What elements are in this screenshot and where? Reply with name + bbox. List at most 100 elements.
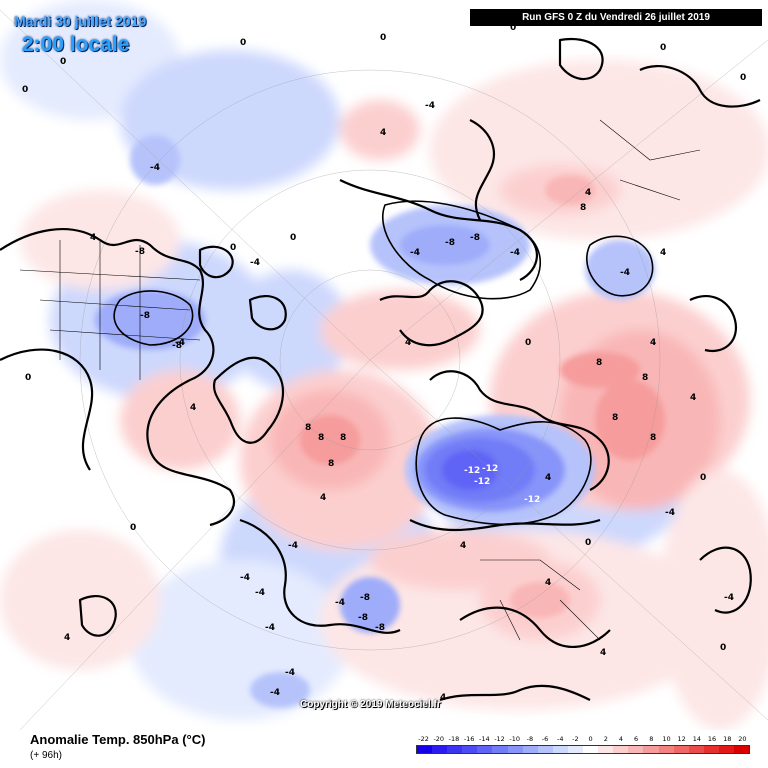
contour-label: -4 bbox=[410, 248, 420, 258]
contour-label: -4 bbox=[724, 593, 734, 603]
contour-label: -4 bbox=[240, 573, 250, 583]
color-scale-swatch bbox=[492, 746, 508, 753]
contour-label: 8 bbox=[596, 358, 602, 368]
color-scale-swatch bbox=[643, 746, 659, 753]
contour-label: -8 bbox=[470, 233, 480, 243]
contour-label: -8 bbox=[140, 311, 150, 321]
contour-label: 0 bbox=[740, 73, 746, 83]
anomaly-cores bbox=[95, 135, 665, 708]
map-footer: Anomalie Temp. 850hPa (°C) (+ 96h) -22 -2… bbox=[0, 730, 768, 768]
color-scale-tick: 16 bbox=[707, 735, 717, 743]
contour-label: 4 bbox=[460, 541, 466, 551]
contour-label: 4 bbox=[690, 393, 696, 403]
color-scale-swatch bbox=[447, 746, 463, 753]
contour-label: -8 bbox=[375, 623, 385, 633]
color-scale-swatch bbox=[703, 746, 719, 753]
contour-label: 0 bbox=[380, 33, 386, 43]
color-scale-tick: 0 bbox=[588, 735, 593, 743]
color-scale-swatch bbox=[507, 746, 523, 753]
coastlines bbox=[0, 37, 761, 702]
color-scale-tick: -14 bbox=[479, 735, 490, 743]
contour-label: 8 bbox=[305, 423, 311, 433]
contour-label: 0 bbox=[290, 233, 296, 243]
contour-label: -4 bbox=[665, 508, 675, 518]
color-scale-tick: 12 bbox=[677, 735, 686, 743]
contour-label: -4 bbox=[270, 688, 280, 698]
color-scale-bar bbox=[416, 745, 750, 754]
contour-label: -4 bbox=[288, 541, 298, 551]
contour-label: 0 bbox=[60, 57, 66, 67]
contour-label: 8 bbox=[328, 459, 334, 469]
contour-label: 0 bbox=[510, 23, 516, 33]
color-scale-swatch bbox=[537, 746, 553, 753]
contour-label: 0 bbox=[130, 523, 136, 533]
contour-label: 0 bbox=[700, 473, 706, 483]
contour-label: 8 bbox=[580, 203, 586, 213]
color-scale-tick: -16 bbox=[463, 735, 475, 743]
color-scale-swatch bbox=[688, 746, 704, 753]
contour-label: 4 bbox=[64, 633, 70, 643]
color-scale-tick: -10 bbox=[509, 735, 520, 743]
color-scale-tick: 8 bbox=[649, 735, 654, 743]
color-scale-tick: 18 bbox=[723, 735, 732, 743]
contour-label: 0 bbox=[240, 38, 246, 48]
color-scale-swatch bbox=[613, 746, 629, 753]
contour-label: -8 bbox=[445, 238, 455, 248]
color-scale-tick: -8 bbox=[526, 735, 534, 743]
contour-label: 8 bbox=[650, 433, 656, 443]
color-scale-swatch bbox=[598, 746, 614, 753]
graticule bbox=[0, 9, 768, 730]
color-scale-tick: 20 bbox=[738, 735, 747, 743]
contour-label: 0 bbox=[660, 43, 666, 53]
contour-label: 0 bbox=[25, 373, 31, 383]
contour-label: 4 bbox=[440, 693, 446, 703]
color-scale-tick: 2 bbox=[603, 735, 608, 743]
contour-label: 8 bbox=[340, 433, 346, 443]
contour-label: -4 bbox=[620, 268, 630, 278]
map-canvas: 0 0 0 0 0 0 0 0 0 0 0 0 0 0 0 0 -4 -4 -4… bbox=[0, 0, 768, 730]
contour-label: -8 bbox=[358, 613, 368, 623]
color-scale-swatch bbox=[462, 746, 478, 753]
contour-label: 4 bbox=[660, 248, 666, 258]
contour-label: -12 bbox=[524, 495, 540, 505]
color-scale-tick: -18 bbox=[448, 735, 460, 743]
contour-label: 4 bbox=[585, 188, 591, 198]
color-scale-tick: -2 bbox=[572, 735, 579, 743]
color-scale-tick: 6 bbox=[634, 735, 639, 743]
contour-label: -4 bbox=[285, 668, 295, 678]
contour-label: 0 bbox=[120, 43, 126, 53]
contour-label: 0 bbox=[230, 243, 236, 253]
contour-label: -4 bbox=[425, 101, 435, 111]
contour-label: -4 bbox=[250, 258, 260, 268]
contour-label: -12 bbox=[482, 464, 498, 474]
contour-label: 8 bbox=[642, 373, 648, 383]
contour-lines bbox=[113, 200, 654, 526]
contour-label: 0 bbox=[22, 85, 28, 95]
color-scale-swatch bbox=[658, 746, 674, 753]
color-scale-swatch bbox=[583, 746, 599, 753]
color-scale-tick: 14 bbox=[692, 735, 701, 743]
model-run-label: Run GFS 0 Z du Vendredi 26 juillet 2019 bbox=[470, 9, 762, 26]
contour-label: 0 bbox=[720, 643, 726, 653]
contour-label: -4 bbox=[510, 248, 520, 258]
lead-time-label: (+ 96h) bbox=[30, 750, 62, 761]
color-scale-swatch bbox=[552, 746, 568, 753]
color-scale-tick: 4 bbox=[618, 735, 624, 743]
color-scale-swatch bbox=[673, 746, 689, 753]
color-scale-swatch bbox=[432, 746, 448, 753]
contour-label: 4 bbox=[320, 493, 326, 503]
color-scale-swatch bbox=[628, 746, 644, 753]
color-scale-tick: -12 bbox=[494, 735, 505, 743]
contour-label: 8 bbox=[318, 433, 324, 443]
color-scale-swatch bbox=[718, 746, 734, 753]
color-scale-swatch bbox=[733, 746, 750, 753]
contour-label: 4 bbox=[650, 338, 656, 348]
contour-label: 4 bbox=[545, 473, 551, 483]
contour-label: 4 bbox=[600, 648, 606, 658]
anomaly-map: 0 0 0 0 0 0 0 0 0 0 0 0 0 0 0 0 -4 -4 -4… bbox=[0, 0, 768, 730]
contour-label: -4 bbox=[255, 588, 265, 598]
contour-labels: 0 0 0 0 0 0 0 0 0 0 0 0 0 0 0 0 -4 -4 -4… bbox=[22, 23, 746, 703]
contour-label: -8 bbox=[172, 341, 182, 351]
color-scale-tick: -22 bbox=[418, 735, 429, 743]
color-scale-tick: 10 bbox=[662, 735, 671, 743]
